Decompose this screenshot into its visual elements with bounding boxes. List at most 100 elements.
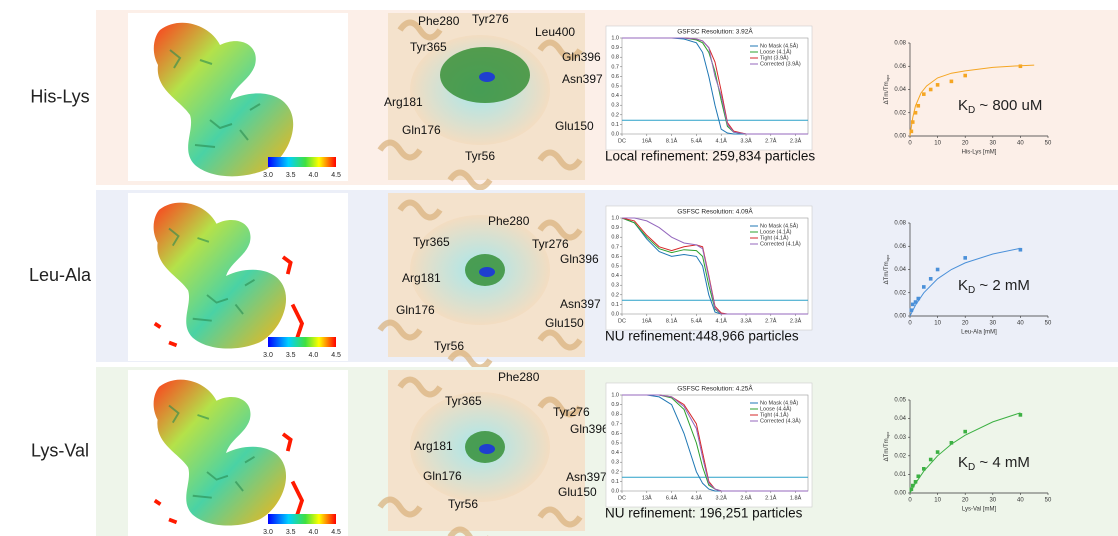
- colorbar-label: 3.0: [263, 529, 273, 536]
- y-tick-label: 0.02: [894, 290, 906, 296]
- x-tick-label: 30: [989, 141, 996, 147]
- x-tick-label: DC: [618, 318, 626, 324]
- y-axis-label: ΔTm/Tmapo: [884, 254, 890, 284]
- data-point: [913, 300, 918, 304]
- residue-label: Phe280: [418, 14, 460, 28]
- map-body: [153, 202, 287, 349]
- y-tick-label: 0.5: [611, 83, 619, 89]
- residue-label: Asn397: [562, 72, 603, 86]
- y-tick-label: 0.03: [894, 435, 906, 441]
- y-tick-label: 1.0: [611, 392, 619, 398]
- x-tick-label: 3.2Å: [716, 494, 728, 501]
- fsc-curve: [622, 37, 808, 135]
- x-axis-label: Leu-Ala [mM]: [961, 330, 997, 336]
- residue-label: Glu150: [555, 119, 594, 133]
- data-point: [963, 256, 967, 260]
- legend-entry: Loose (4.1Å): [760, 228, 792, 235]
- x-tick-label: 50: [1045, 321, 1052, 327]
- y-tick-label: 0.1: [611, 479, 619, 485]
- y-tick-label: 0.04: [894, 87, 906, 93]
- x-tick-label: 2.7Å: [765, 317, 777, 324]
- y-tick-label: 0.08: [894, 41, 906, 47]
- x-tick-label: 2.7Å: [765, 137, 777, 144]
- y-tick-label: 0.0: [611, 488, 619, 494]
- colorbar-label: 3.0: [263, 352, 273, 359]
- residue-label: Tyr276: [553, 405, 590, 419]
- x-tick-label: 40: [1017, 321, 1024, 327]
- data-point: [928, 277, 933, 281]
- helix: [377, 496, 423, 518]
- residue-label: Tyr56: [448, 497, 478, 511]
- colorbar: [268, 157, 336, 167]
- row-label: Lys-Val: [31, 440, 89, 460]
- legend-entry: Tight (4.1Å): [760, 411, 789, 418]
- y-tick-label: 0.7: [611, 244, 619, 250]
- residue-label: Tyr56: [465, 149, 495, 163]
- x-tick-label: 10: [934, 141, 941, 147]
- y-tick-label: 0.3: [611, 460, 619, 466]
- helix: [537, 39, 583, 61]
- y-tick-label: 0.04: [894, 267, 906, 273]
- kd-rest: ~ 800 uM: [975, 97, 1042, 114]
- data-point: [922, 285, 926, 289]
- data-point: [963, 73, 967, 78]
- y-tick-label: 0.00: [894, 134, 906, 140]
- kd-k: K: [958, 277, 968, 294]
- refinement-caption: NU refinement: 196,251 particles: [605, 506, 803, 521]
- x-axis-label: His-Lys [mM]: [962, 150, 997, 156]
- legend-entry: Corrected (4.3Å): [760, 417, 801, 424]
- x-tick-label: 8.1Å: [666, 317, 678, 324]
- fsc-title: GSFSC Resolution: 4.25Å: [677, 384, 753, 393]
- legend-entry: No Mask (4.9Å): [760, 399, 798, 406]
- y-tick-label: 1.0: [611, 35, 619, 41]
- x-tick-label: 3.3Å: [740, 137, 752, 144]
- kd-sub: D: [968, 462, 975, 473]
- kd-annotation: KD ~ 2 mM: [958, 277, 1030, 296]
- residue-label: Tyr276: [472, 12, 509, 26]
- colorbar-label: 3.5: [286, 529, 296, 536]
- x-tick-label: 2.3Å: [790, 137, 802, 144]
- y-tick-label: 0.06: [894, 244, 906, 250]
- y-tick-label: 0.3: [611, 283, 619, 289]
- y-tick-label: 0.5: [611, 440, 619, 446]
- y-label-sub: apo: [885, 74, 890, 81]
- structure-image: [377, 199, 583, 371]
- y-tick-label: 0.2: [611, 469, 619, 475]
- y-tick-label: 0.6: [611, 74, 619, 80]
- x-tick-label: 4.3Å: [691, 494, 703, 501]
- residue-label: Phe280: [488, 214, 530, 228]
- data-point: [935, 450, 940, 454]
- data-point: [928, 87, 933, 92]
- data-point: [910, 302, 915, 307]
- y-tick-label: 0.3: [611, 103, 619, 109]
- residue-label: Gln396: [562, 50, 601, 64]
- map-texture: [168, 227, 255, 322]
- y-tick-label: 0.0: [611, 131, 619, 137]
- map-body: [153, 379, 287, 526]
- y-label-main: ΔTm/Tm: [884, 438, 890, 461]
- x-tick-label: 5.4Å: [691, 137, 703, 144]
- data-point: [922, 467, 926, 471]
- kd-annotation: KD ~ 800 uM: [958, 97, 1042, 116]
- colorbar: [268, 514, 336, 524]
- residue-label: Arg181: [384, 95, 423, 109]
- colorbar-label: 3.0: [263, 172, 273, 179]
- colorbar-label: 4.0: [309, 529, 319, 536]
- residue-label: Tyr365: [410, 40, 447, 54]
- kd-rest: ~ 2 mM: [975, 277, 1030, 294]
- data-point: [935, 267, 940, 272]
- data-point: [935, 83, 940, 87]
- legend-entry: Tight (3.9Å): [760, 54, 789, 61]
- row-label: Leu-Ala: [29, 265, 92, 285]
- density-map: [153, 379, 305, 526]
- x-tick-label: 13Å: [642, 494, 652, 501]
- colorbar-label: 4.5: [331, 529, 341, 536]
- plot-panel: [605, 25, 813, 151]
- y-tick-label: 0.00: [894, 314, 906, 320]
- data-point: [916, 103, 921, 108]
- x-tick-label: 16Å: [642, 317, 652, 324]
- data-point: [1018, 247, 1023, 252]
- data-point: [913, 480, 918, 484]
- y-tick-label: 0.8: [611, 235, 619, 241]
- residue-label: Leu400: [535, 25, 575, 39]
